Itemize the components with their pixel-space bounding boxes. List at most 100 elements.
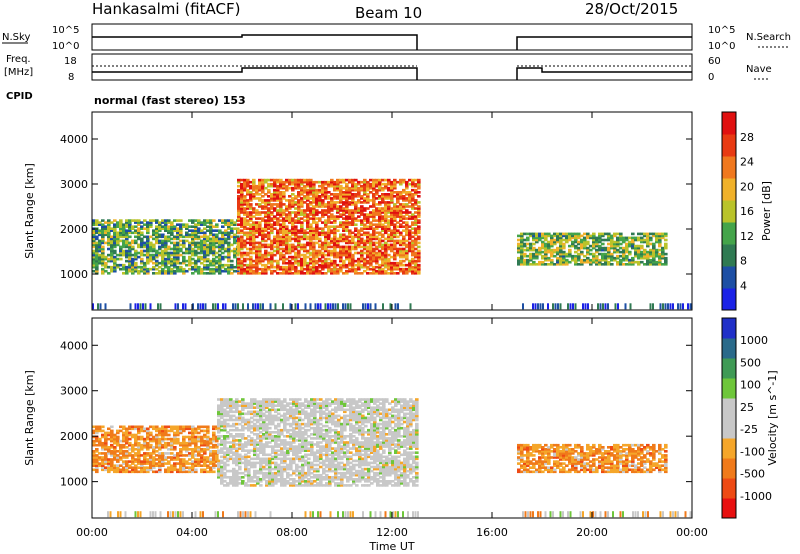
heatmap-cell	[312, 195, 316, 198]
heatmap-cell	[345, 217, 349, 220]
date-title: 28/Oct/2015	[585, 0, 678, 18]
heatmap-cell	[396, 180, 400, 184]
heatmap-cell	[264, 229, 268, 232]
heatmap-cell	[199, 303, 202, 310]
heatmap-cell	[664, 260, 668, 264]
heatmap-cell	[101, 462, 105, 465]
heatmap-cell	[408, 269, 412, 273]
heatmap-cell	[143, 219, 147, 222]
heatmap-cell	[619, 236, 623, 240]
heatmap-cell	[357, 241, 361, 245]
heatmap-cell	[253, 439, 257, 442]
heatmap-cell	[339, 205, 343, 208]
heatmap-cell	[206, 441, 210, 445]
heatmap-cell	[336, 239, 340, 243]
heatmap-cell	[101, 233, 105, 237]
heatmap-cell	[137, 231, 141, 235]
heatmap-cell	[306, 265, 310, 269]
heatmap-cell	[223, 473, 227, 477]
heatmap-cell	[116, 225, 120, 228]
heatmap-cell	[243, 213, 247, 216]
heatmap-cell	[194, 443, 198, 447]
heatmap-cell	[167, 272, 171, 275]
nsky-tick-top: 10^5	[52, 25, 79, 36]
heatmap-cell	[167, 247, 171, 251]
heatmap-cell	[523, 232, 527, 236]
heatmap-cell	[640, 244, 644, 248]
heatmap-cell	[122, 243, 126, 247]
heatmap-cell	[279, 229, 283, 232]
heatmap-cell	[354, 272, 358, 275]
heatmap-cell	[363, 263, 367, 267]
heatmap-cell	[378, 184, 382, 188]
heatmap-cell	[297, 180, 301, 184]
heatmap-cell	[658, 258, 662, 262]
heatmap-cell	[240, 193, 244, 196]
heatmap-cell	[185, 450, 189, 453]
heatmap-cell	[330, 221, 334, 224]
heatmap-cell	[601, 246, 605, 250]
heatmap-cell	[417, 182, 421, 186]
heatmap-cell	[270, 211, 274, 214]
heatmap-cell	[215, 456, 219, 459]
heatmap-cell	[544, 263, 548, 266]
heatmap-cell	[227, 259, 231, 263]
heatmap-cell	[526, 248, 530, 252]
heatmap-cell	[182, 255, 186, 259]
heatmap-cell	[339, 225, 343, 228]
heatmap-cell	[155, 450, 159, 453]
heatmap-cell	[131, 427, 135, 431]
heatmap-cell	[227, 257, 231, 261]
heatmap-cell	[586, 236, 590, 240]
heatmap-cell	[282, 221, 286, 224]
heatmap-cell	[98, 441, 102, 445]
heatmap-cell	[349, 303, 352, 310]
heatmap-cell	[357, 199, 361, 202]
heatmap-cell	[306, 180, 310, 184]
heatmap-cell	[212, 446, 216, 449]
heatmap-cell	[619, 250, 623, 254]
heatmap-cell	[194, 243, 198, 247]
heatmap-cell	[586, 260, 590, 264]
heatmap-cell	[366, 188, 370, 192]
heatmap-cell	[146, 458, 150, 461]
heatmap-cell	[203, 249, 207, 253]
heatmap-cell	[170, 253, 174, 257]
heatmap-cell	[95, 263, 99, 267]
heatmap-cell	[164, 235, 168, 239]
heatmap-cell	[221, 235, 225, 239]
heatmap-cell	[252, 229, 256, 232]
heatmap-cell	[598, 232, 602, 236]
heatmap-cell	[233, 239, 237, 243]
heatmap-cell	[236, 269, 240, 273]
heatmap-cell	[261, 229, 265, 232]
heatmap-cell	[342, 217, 346, 220]
heatmap-cell	[164, 456, 168, 459]
heatmap-cell	[634, 252, 638, 256]
heatmap-cell	[294, 227, 298, 230]
heatmap-cell	[342, 201, 346, 204]
heatmap-cell	[232, 484, 236, 487]
heatmap-cell	[646, 258, 650, 262]
heatmap-cell	[360, 229, 364, 232]
heatmap-cell	[128, 448, 132, 451]
heatmap-cell	[262, 406, 266, 409]
heatmap-cell	[212, 456, 216, 459]
heatmap-cell	[288, 231, 292, 235]
heatmap-cell	[161, 233, 165, 237]
heatmap-cell	[384, 245, 388, 249]
heatmap-cell	[279, 211, 283, 214]
heatmap-cell	[604, 303, 607, 310]
heatmap-cell	[324, 237, 328, 241]
heatmap-cell	[372, 186, 376, 190]
heatmap-cell	[267, 188, 271, 192]
heatmap-cell	[235, 484, 239, 487]
heatmap-cell	[176, 431, 180, 435]
heatmap-cell	[330, 197, 334, 200]
heatmap-cell	[297, 193, 301, 196]
heatmap-cell	[285, 227, 289, 230]
heatmap-cell	[104, 468, 108, 472]
heatmap-cell	[243, 241, 247, 245]
heatmap-cell	[643, 256, 647, 260]
